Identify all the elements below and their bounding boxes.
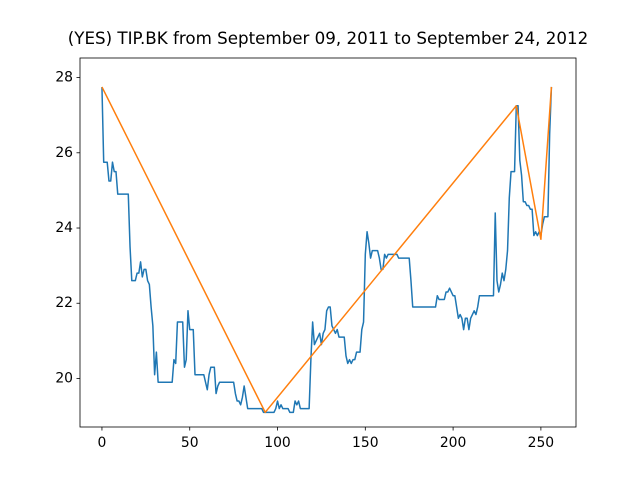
chart-title: (YES) TIP.BK from September 09, 2011 to … [68, 28, 588, 48]
plot-frame [79, 57, 577, 428]
x-tick-label: 50 [181, 435, 199, 451]
y-tick-label: 22 [55, 295, 73, 311]
y-tick-label: 26 [55, 145, 73, 161]
line-series [101, 86, 553, 414]
x-tick-label: 200 [440, 435, 467, 451]
x-tick-label: 250 [528, 435, 555, 451]
y-tick-label: 24 [55, 220, 73, 236]
x-tick-label: 150 [352, 435, 379, 451]
x-tick-label: 0 [98, 435, 107, 451]
y-tick-label: 28 [55, 70, 73, 86]
y-tick-label: 20 [55, 370, 73, 386]
line-series [101, 86, 553, 414]
x-tick-label: 100 [264, 435, 291, 451]
